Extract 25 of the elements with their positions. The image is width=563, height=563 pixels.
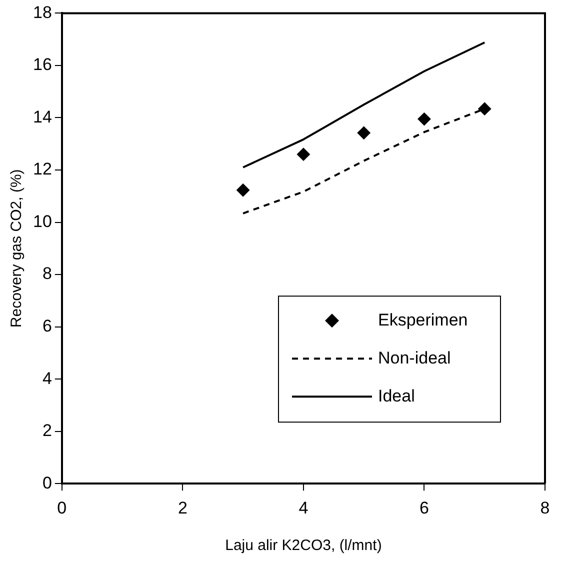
y-tick-label: 0 xyxy=(42,473,52,492)
x-tick-label: 8 xyxy=(540,498,550,518)
point xyxy=(418,112,431,126)
y-tick-label: 14 xyxy=(32,107,52,126)
y-tick-label: 4 xyxy=(42,368,52,388)
point xyxy=(296,148,310,161)
y-tick-label: 16 xyxy=(32,55,52,74)
y-tick-label: 8 xyxy=(42,264,52,284)
point xyxy=(236,184,250,197)
x-tick-label: 4 xyxy=(298,498,308,518)
point xyxy=(357,126,370,140)
legend-label: Non-ideal xyxy=(378,348,451,368)
y-tick-label: 2 xyxy=(42,421,52,440)
legend-label: Ideal xyxy=(378,386,415,406)
legend-label: Eksperimen xyxy=(378,310,468,330)
y-axis-title: Recovery gas CO2, (%) xyxy=(8,169,26,328)
y-tick-label: 18 xyxy=(32,2,52,22)
y-tick-label: 10 xyxy=(32,212,52,231)
point xyxy=(478,102,492,116)
x-tick-label: 6 xyxy=(419,498,429,518)
x-tick-label: 0 xyxy=(57,498,67,518)
y-tick-label: 12 xyxy=(32,160,52,179)
x-axis-title: Laju alir K2CO3, (l/mnt) xyxy=(225,537,382,554)
x-tick-label: 2 xyxy=(178,498,188,518)
y-tick-label: 6 xyxy=(42,316,52,336)
